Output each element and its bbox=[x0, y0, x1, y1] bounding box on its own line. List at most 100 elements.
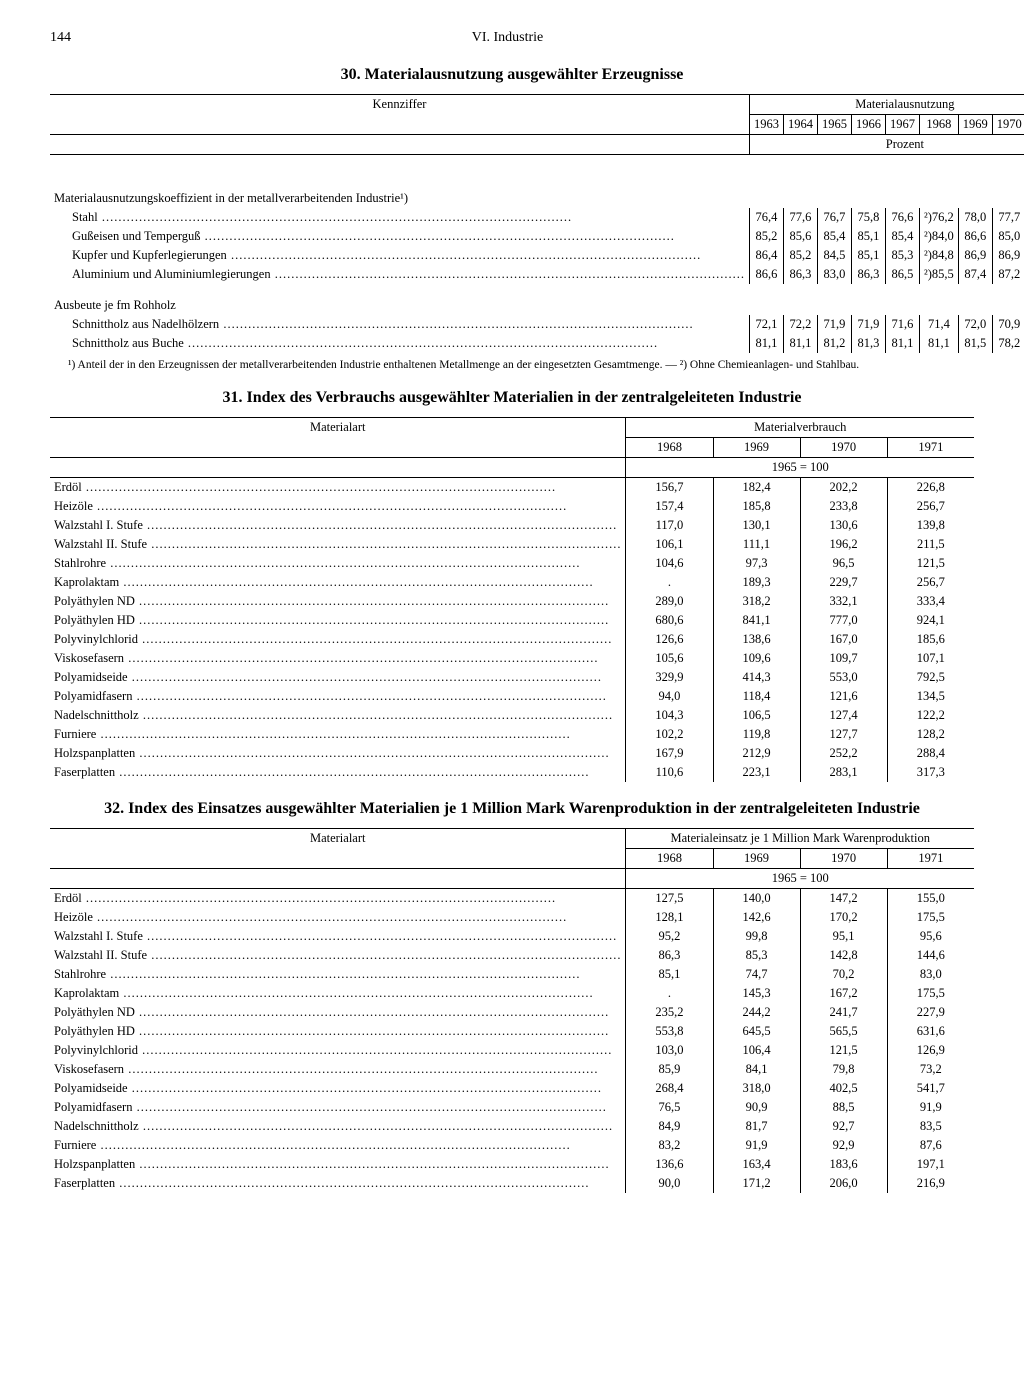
table-row: Furniere102,2119,8127,7128,2 bbox=[50, 725, 974, 744]
row-value: 104,3 bbox=[626, 706, 713, 725]
row-value: 83,2 bbox=[626, 1136, 713, 1155]
row-label: Polyamidseide bbox=[50, 1079, 626, 1098]
row-label: Stahlrohre bbox=[50, 554, 626, 573]
row-value: 70,2 bbox=[800, 965, 887, 984]
table-row: Holzspanplatten167,9212,9252,2288,4 bbox=[50, 744, 974, 763]
row-value: 117,0 bbox=[626, 516, 713, 535]
row-value: 91,9 bbox=[887, 1098, 974, 1117]
row-value: 109,7 bbox=[800, 649, 887, 668]
row-label: Kaprolaktam bbox=[50, 573, 626, 592]
row-value: 118,4 bbox=[713, 687, 800, 706]
row-value: 107,1 bbox=[887, 649, 974, 668]
row-value: 332,1 bbox=[800, 592, 887, 611]
table-row: Stahlrohre85,174,770,283,0 bbox=[50, 965, 974, 984]
row-value: 127,7 bbox=[800, 725, 887, 744]
row-value: 333,4 bbox=[887, 592, 974, 611]
row-label: Stahl bbox=[50, 208, 749, 227]
row-value: 71,9 bbox=[817, 315, 851, 334]
table-row: Polyamidfasern76,590,988,591,9 bbox=[50, 1098, 974, 1117]
row-value: 229,7 bbox=[800, 573, 887, 592]
row-value: 81,2 bbox=[817, 334, 851, 353]
row-value: 81,1 bbox=[783, 334, 817, 353]
row-value: 85,4 bbox=[885, 227, 919, 246]
row-value: 95,6 bbox=[887, 927, 974, 946]
row-value: 541,7 bbox=[887, 1079, 974, 1098]
row-value: 110,6 bbox=[626, 763, 713, 782]
row-value: 211,5 bbox=[887, 535, 974, 554]
row-value: 97,3 bbox=[713, 554, 800, 573]
row-value: 155,0 bbox=[887, 889, 974, 909]
row-label: Stahlrohre bbox=[50, 965, 626, 984]
row-label: Holzspanplatten bbox=[50, 1155, 626, 1174]
year-header: 1969 bbox=[713, 438, 800, 458]
row-value: 88,5 bbox=[800, 1098, 887, 1117]
row-value: 140,0 bbox=[713, 889, 800, 909]
row-value: 126,6 bbox=[626, 630, 713, 649]
row-value: 86,3 bbox=[851, 265, 885, 284]
year-header: 1963 bbox=[749, 115, 783, 135]
row-value: 212,9 bbox=[713, 744, 800, 763]
row-value: 645,5 bbox=[713, 1022, 800, 1041]
row-value: 87,6 bbox=[887, 1136, 974, 1155]
row-value: 86,6 bbox=[749, 265, 783, 284]
row-label: Polyäthylen ND bbox=[50, 1003, 626, 1022]
row-value: 85,6 bbox=[783, 227, 817, 246]
row-value: 553,0 bbox=[800, 668, 887, 687]
row-value: 170,2 bbox=[800, 908, 887, 927]
row-value: 73,2 bbox=[887, 1060, 974, 1079]
row-value: 87,2 bbox=[992, 265, 1024, 284]
year-header: 1969 bbox=[958, 115, 992, 135]
row-value: 78,2 bbox=[992, 334, 1024, 353]
row-value: 84,5 bbox=[817, 246, 851, 265]
row-value: 92,7 bbox=[800, 1117, 887, 1136]
row-value: . bbox=[626, 984, 713, 1003]
row-value: 318,2 bbox=[713, 592, 800, 611]
row-value: 121,6 bbox=[800, 687, 887, 706]
row-value: 127,5 bbox=[626, 889, 713, 909]
row-value: ²)76,2 bbox=[919, 208, 958, 227]
t32-span-header: Materialeinsatz je 1 Million Mark Warenp… bbox=[626, 829, 974, 849]
row-value: 792,5 bbox=[887, 668, 974, 687]
row-value: 185,6 bbox=[887, 630, 974, 649]
group-header: Materialausnutzungskoeffizient in der me… bbox=[50, 177, 1024, 208]
row-value: 130,6 bbox=[800, 516, 887, 535]
row-value: 256,7 bbox=[887, 573, 974, 592]
row-value: 283,1 bbox=[800, 763, 887, 782]
t31-col-label: Materialart bbox=[50, 418, 626, 458]
row-label: Erdöl bbox=[50, 889, 626, 909]
row-value: 134,5 bbox=[887, 687, 974, 706]
row-value: 202,2 bbox=[800, 478, 887, 498]
row-value: 106,1 bbox=[626, 535, 713, 554]
row-value: 197,1 bbox=[887, 1155, 974, 1174]
row-value: 90,9 bbox=[713, 1098, 800, 1117]
table-row: Nadelschnittholz84,981,792,783,5 bbox=[50, 1117, 974, 1136]
row-value: 121,5 bbox=[887, 554, 974, 573]
row-label: Polyamidseide bbox=[50, 668, 626, 687]
row-value: 84,9 bbox=[626, 1117, 713, 1136]
row-value: 106,5 bbox=[713, 706, 800, 725]
row-value: 85,9 bbox=[626, 1060, 713, 1079]
row-value: 90,0 bbox=[626, 1174, 713, 1193]
t30-col-label: Kennziffer bbox=[50, 95, 749, 135]
table-row: Furniere83,291,992,987,6 bbox=[50, 1136, 974, 1155]
row-value: 235,2 bbox=[626, 1003, 713, 1022]
t30-span-header: Materialausnutzung bbox=[749, 95, 1024, 115]
table-row: Walzstahl I. Stufe117,0130,1130,6139,8 bbox=[50, 516, 974, 535]
t31-span-header: Materialverbrauch bbox=[626, 418, 974, 438]
row-value: 226,8 bbox=[887, 478, 974, 498]
row-value: 104,6 bbox=[626, 554, 713, 573]
row-value: 85,2 bbox=[749, 227, 783, 246]
row-value: 95,2 bbox=[626, 927, 713, 946]
row-value: 86,4 bbox=[749, 246, 783, 265]
row-value: 182,4 bbox=[713, 478, 800, 498]
row-label: Faserplatten bbox=[50, 763, 626, 782]
row-value: 83,5 bbox=[887, 1117, 974, 1136]
row-value: 86,9 bbox=[992, 246, 1024, 265]
row-value: 157,4 bbox=[626, 497, 713, 516]
row-value: 414,3 bbox=[713, 668, 800, 687]
year-header: 1970 bbox=[800, 438, 887, 458]
row-value: 81,1 bbox=[919, 334, 958, 353]
t31-unit: 1965 = 100 bbox=[626, 458, 974, 478]
row-value: 102,2 bbox=[626, 725, 713, 744]
table-row: Polyamidseide329,9414,3553,0792,5 bbox=[50, 668, 974, 687]
